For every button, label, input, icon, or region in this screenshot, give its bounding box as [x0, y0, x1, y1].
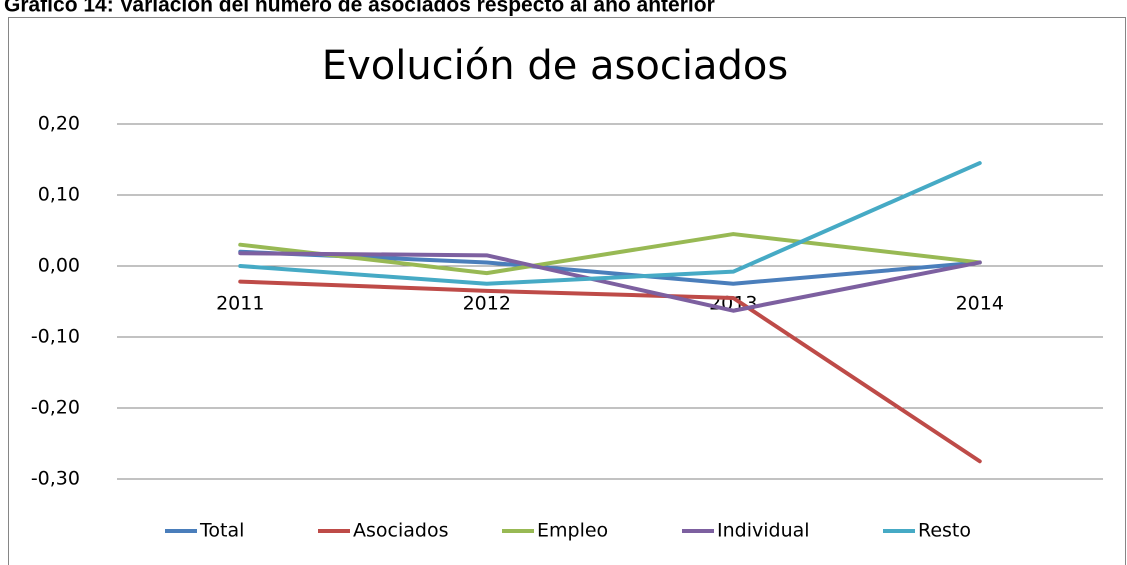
- y-tick-label: 0,20: [38, 113, 80, 135]
- series-line: [238, 232, 982, 276]
- chart-title: Evolución de asociados: [322, 43, 788, 89]
- y-tick-label: -0,20: [31, 397, 80, 419]
- y-tick-label: 0,10: [38, 184, 80, 206]
- x-tick-label: 2012: [463, 293, 511, 315]
- legend-label: Asociados: [353, 520, 448, 542]
- legend-label: Empleo: [537, 520, 608, 542]
- y-tick-label: 0,00: [38, 255, 80, 277]
- y-tick-label: -0,30: [31, 468, 80, 490]
- series-line: [238, 279, 982, 464]
- series-line: [238, 161, 982, 286]
- x-tick-label: 2014: [956, 293, 1004, 315]
- header: Gráfico 14: Variación del número de asoc…: [4, 0, 715, 17]
- series-line: [238, 251, 982, 313]
- legend-label: Resto: [918, 520, 971, 542]
- legend-label: Total: [199, 520, 244, 542]
- legend-label: Individual: [717, 520, 810, 542]
- x-tick-label: 2011: [216, 293, 264, 315]
- y-tick-label: -0,10: [31, 326, 80, 348]
